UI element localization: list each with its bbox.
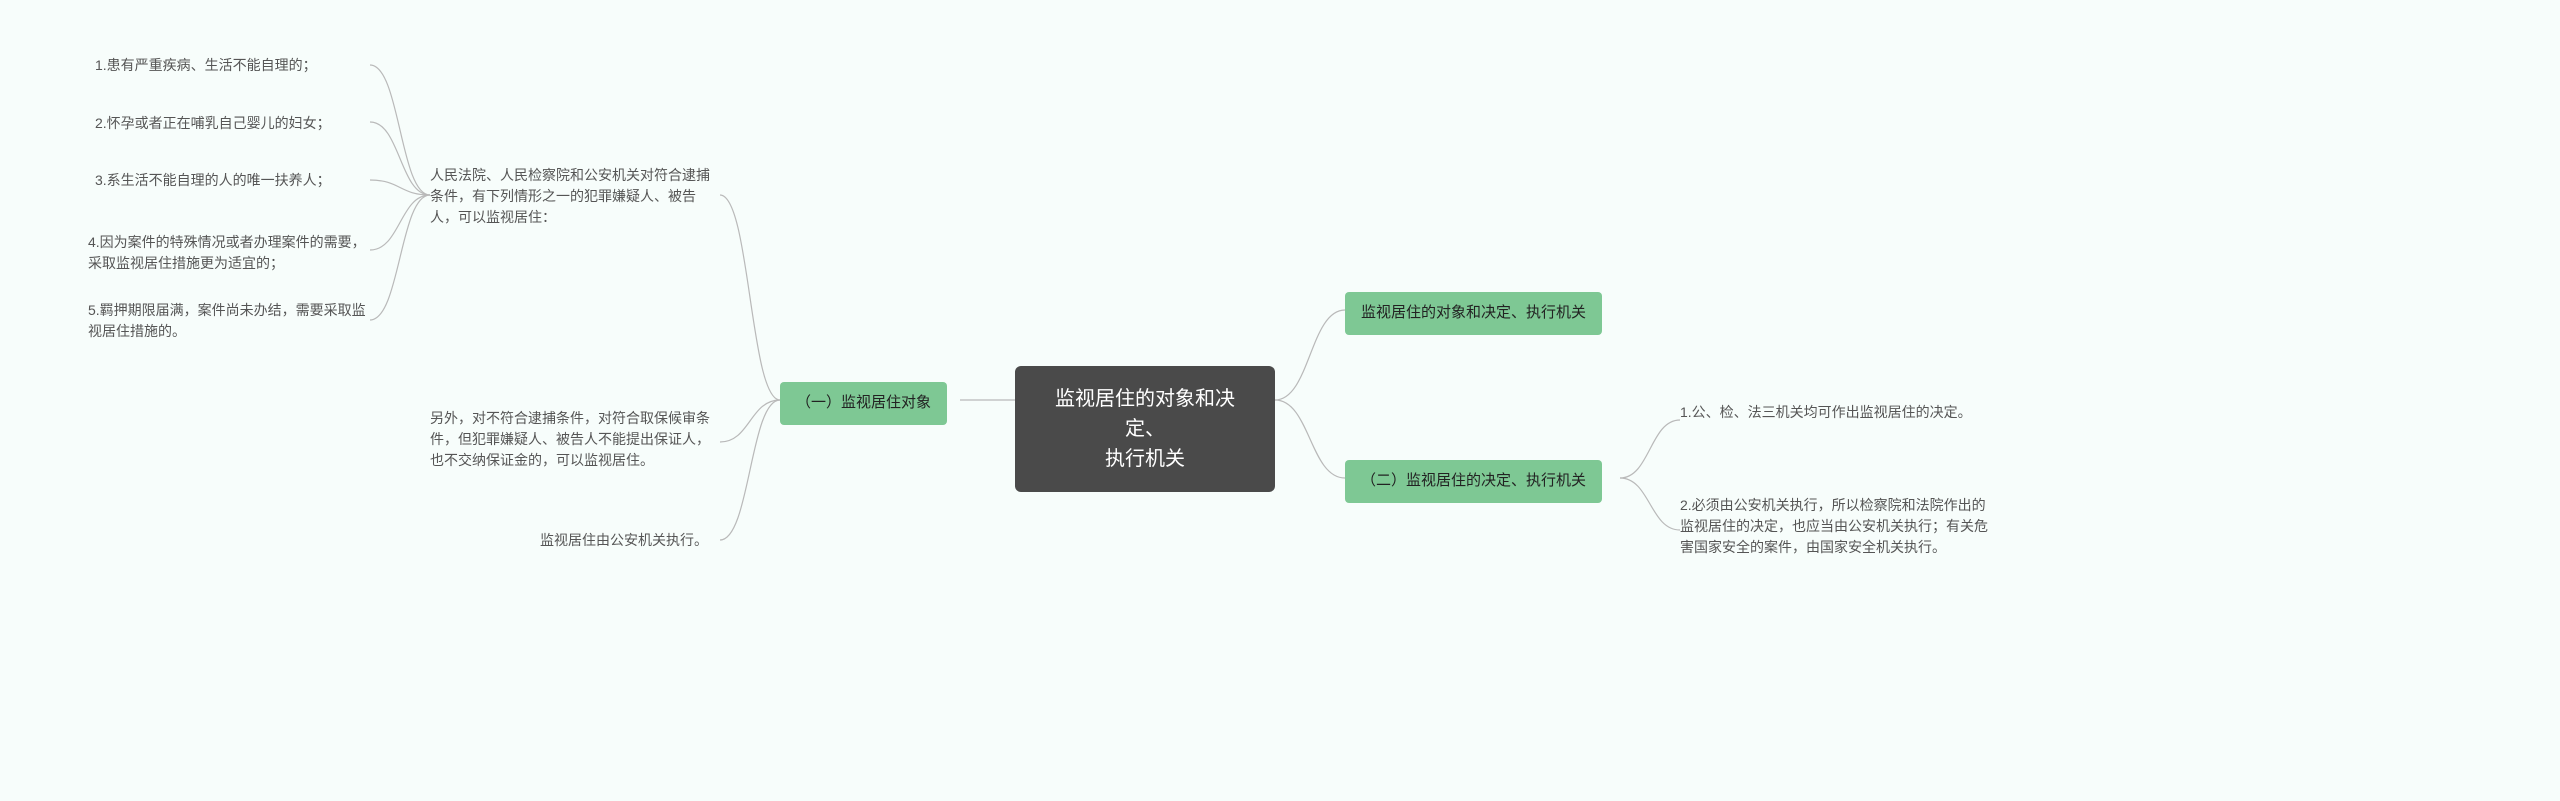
branch-right-2: （二）监视居住的决定、执行机关 (1345, 460, 1602, 503)
root-node: 监视居住的对象和决定、 执行机关 (1015, 366, 1275, 492)
l1-item-5: 5.羁押期限届满，案件尚未办结，需要采取监视居住措施的。 (88, 300, 370, 342)
l1-intro: 人民法院、人民检察院和公安机关对符合逮捕条件，有下列情形之一的犯罪嫌疑人、被告人… (430, 165, 720, 228)
r2-child-1: 1.公、检、法三机关均可作出监视居住的决定。 (1680, 402, 1972, 423)
l1-item-4: 4.因为案件的特殊情况或者办理案件的需要，采取监视居住措施更为适宜的； (88, 232, 370, 274)
branch-right-2-label: （二）监视居住的决定、执行机关 (1361, 472, 1586, 489)
l1-item-3: 3.系生活不能自理的人的唯一扶养人； (95, 170, 370, 191)
branch-right-1: 监视居住的对象和决定、执行机关 (1345, 292, 1602, 335)
l1-alt: 另外，对不符合逮捕条件，对符合取保候审条件，但犯罪嫌疑人、被告人不能提出保证人，… (430, 408, 720, 471)
l1-exec: 监视居住由公安机关执行。 (540, 530, 720, 551)
root-line2: 执行机关 (1045, 444, 1245, 474)
r2-child-2: 2.必须由公安机关执行，所以检察院和法院作出的监视居住的决定，也应当由公安机关执… (1680, 495, 1990, 558)
root-line1: 监视居住的对象和决定、 (1045, 384, 1245, 444)
connector-lines (0, 0, 2560, 801)
branch-left-1-label: （一）监视居住对象 (796, 394, 931, 411)
branch-right-1-label: 监视居住的对象和决定、执行机关 (1361, 304, 1586, 321)
l1-item-2: 2.怀孕或者正在哺乳自己婴儿的妇女； (95, 113, 370, 134)
l1-item-1: 1.患有严重疾病、生活不能自理的； (95, 55, 370, 76)
branch-left-1: （一）监视居住对象 (780, 382, 947, 425)
